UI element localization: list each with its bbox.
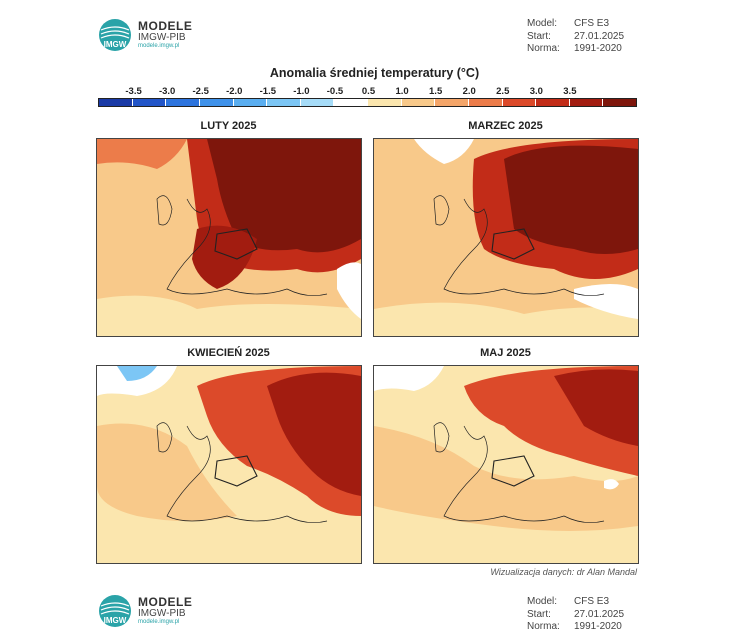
- legend-tick-label: -2.0: [226, 86, 243, 97]
- logo-title: MODELE: [138, 595, 193, 610]
- legend-tick-label: 0.5: [361, 86, 376, 97]
- meta-value: 27.01.2025: [574, 30, 625, 42]
- colorbar-segment: [267, 99, 301, 106]
- meta-value: CFS E3: [574, 18, 610, 29]
- panel-title: MAJ 2025: [480, 347, 531, 359]
- legend-tick-label: 1.5: [429, 86, 443, 97]
- colorbar-segment: [334, 99, 368, 106]
- map-marzec: [373, 138, 639, 337]
- colorbar-segment: [166, 99, 200, 106]
- colorbar: [98, 98, 637, 107]
- legend-tick-label: 1.0: [395, 86, 409, 97]
- legend-tick-label: 2.0: [462, 86, 476, 97]
- panel-title: LUTY 2025: [200, 120, 257, 132]
- footer-meta: Model: CFS E3 Start: 27.01.2025 Norma: 1991…: [527, 596, 624, 634]
- legend-tick-label: -3.0: [158, 86, 176, 97]
- credit: Wizualizacja danych: dr Alan Mandal: [490, 567, 637, 577]
- map-maj: [373, 365, 639, 564]
- logo-url[interactable]: modele.imgw.pl: [138, 43, 180, 50]
- colorbar-segment: [536, 99, 570, 106]
- colorbar-segment: [468, 99, 503, 106]
- meta-value: CFS E3: [574, 596, 610, 607]
- imgw-logo-icon: IMGW: [98, 18, 132, 52]
- panel-title: MARZEC 2025: [468, 120, 543, 132]
- legend-tick-label: -3.5: [125, 86, 142, 97]
- meta-value: 1991-2020: [574, 43, 622, 54]
- logo-subtitle: IMGW-PIB: [138, 31, 186, 43]
- meta-key: Start:: [527, 608, 551, 620]
- logo-mark-text: IMGW: [104, 40, 127, 49]
- logo-mark-text: IMGW: [104, 616, 127, 625]
- panel-title: KWIECIEŃ 2025: [187, 347, 270, 359]
- colorbar-segment: [132, 99, 167, 106]
- colorbar-segment: [368, 99, 402, 106]
- map-luty: [96, 138, 362, 337]
- imgw-logo-icon: IMGW: [98, 594, 132, 628]
- legend-tick-label: 3.5: [563, 86, 577, 97]
- meta-value: 27.01.2025: [574, 608, 625, 620]
- colorbar-segment: [199, 99, 234, 106]
- meta-key: Norma:: [527, 621, 560, 632]
- meta-value: 1991-2020: [574, 621, 622, 632]
- colorbar-segment: [401, 99, 436, 106]
- meta-key: Start:: [527, 30, 551, 42]
- colorbar-segment: [603, 99, 636, 106]
- colorbar-segment: [300, 99, 335, 106]
- colorbar-segment: [569, 99, 604, 106]
- legend-tick-label: 2.5: [496, 86, 510, 97]
- header-meta: Model: CFS E3 Start: 27.01.2025 Norma: 1991…: [527, 18, 624, 56]
- legend-tick-label: -2.5: [192, 86, 209, 97]
- legend-tick-label: -1.0: [293, 86, 310, 97]
- colorbar-segment: [502, 99, 537, 106]
- footer-logo: IMGW MODELE IMGW-PIB modele.imgw.pl: [98, 594, 192, 628]
- logo-title: MODELE: [138, 19, 193, 34]
- legend-labels: -3.5 -3.0 -2.5 -2.0 -1.5 -1.0 -0.5 0.5 1.0 1.5 2.0…: [98, 86, 638, 98]
- map-kwiecien: [96, 365, 362, 564]
- legend-tick-label: -0.5: [326, 86, 344, 97]
- logo-url[interactable]: modele.imgw.pl: [138, 619, 180, 626]
- header-logo: IMGW MODELE IMGW-PIB modele.imgw.pl: [98, 18, 192, 52]
- legend-title: Anomalia średniej temperatury (°C): [269, 66, 480, 80]
- meta-key: Model:: [527, 596, 558, 607]
- meta-key: Model:: [527, 18, 558, 29]
- legend-tick-label: 3.0: [529, 86, 543, 97]
- logo-subtitle: IMGW-PIB: [138, 607, 186, 619]
- legend-tick-label: -1.5: [259, 86, 276, 97]
- colorbar-segment: [233, 99, 268, 106]
- meta-key: Norma:: [527, 43, 560, 54]
- colorbar-segment: [99, 99, 133, 106]
- colorbar-segment: [435, 99, 469, 106]
